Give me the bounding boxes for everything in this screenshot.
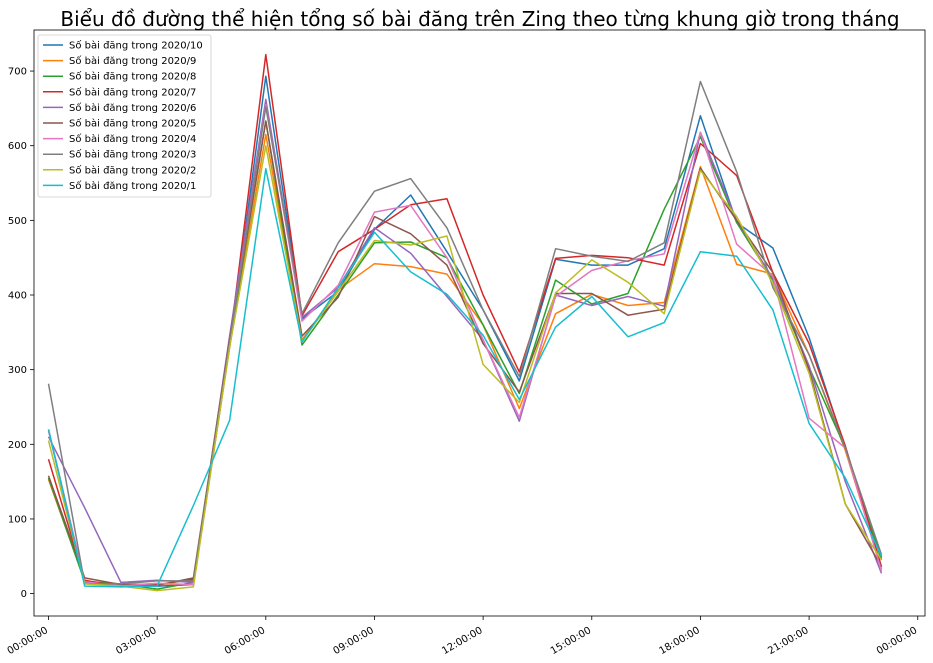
y-tick-label: 100 bbox=[8, 514, 27, 525]
x-tick-label: 18:00:00 bbox=[658, 625, 702, 657]
chart-title: Biểu đồ đường thể hiện tổng số bài đăng … bbox=[60, 7, 899, 31]
legend-entry: Số bài đăng trong 2020/2 bbox=[69, 164, 196, 176]
y-tick-label: 700 bbox=[8, 67, 27, 78]
y-tick-label: 200 bbox=[8, 440, 27, 451]
legend-entry: Số bài đăng trong 2020/10 bbox=[69, 40, 203, 52]
series-line-2 bbox=[47, 120, 883, 590]
series-lines bbox=[47, 53, 883, 592]
y-tick-label: 500 bbox=[8, 216, 27, 227]
y-tick-label: 600 bbox=[8, 141, 27, 152]
x-tick-label: 15:00:00 bbox=[549, 625, 593, 657]
x-tick-label: 00:00:00 bbox=[875, 625, 919, 657]
x-tick-label: 00:00:00 bbox=[6, 625, 50, 657]
legend-entry: Số bài đăng trong 2020/7 bbox=[69, 86, 196, 98]
legend-entry: Số bài đăng trong 2020/1 bbox=[69, 180, 196, 192]
legend-entry: Số bài đăng trong 2020/9 bbox=[69, 55, 196, 67]
y-tick-label: 300 bbox=[8, 365, 27, 376]
legend-entry: Số bài đăng trong 2020/6 bbox=[69, 102, 196, 114]
series-line-7 bbox=[47, 80, 883, 585]
series-line-9 bbox=[47, 168, 883, 588]
x-tick-label: 06:00:00 bbox=[223, 625, 267, 657]
series-line-1 bbox=[47, 133, 883, 586]
legend: Số bài đăng trong 2020/10 Số bài đăng tro… bbox=[37, 34, 212, 198]
plot-area-frame bbox=[33, 29, 926, 617]
x-tick-label: 03:00:00 bbox=[114, 625, 158, 657]
x-tick-label: 12:00:00 bbox=[440, 625, 484, 657]
legend-box bbox=[37, 34, 212, 198]
x-tick-label: 09:00:00 bbox=[332, 625, 376, 657]
series-line-8 bbox=[47, 144, 883, 592]
x-tick-label: 21:00:00 bbox=[766, 625, 810, 657]
legend-entry: Số bài đăng trong 2020/5 bbox=[69, 118, 196, 130]
y-tick-label: 400 bbox=[8, 291, 27, 302]
x-axis: 00:00:00 03:00:00 06:00:00 09:00:00 12:00:00… bbox=[6, 616, 919, 657]
y-tick-label: 0 bbox=[21, 589, 27, 600]
legend-entry: Số bài đăng trong 2020/4 bbox=[69, 133, 196, 145]
y-axis: 0 100 200 300 400 500 600 700 bbox=[8, 67, 34, 600]
legend-entry: Số bài đăng trong 2020/8 bbox=[69, 71, 196, 83]
legend-entry: Số bài đăng trong 2020/3 bbox=[69, 149, 196, 161]
